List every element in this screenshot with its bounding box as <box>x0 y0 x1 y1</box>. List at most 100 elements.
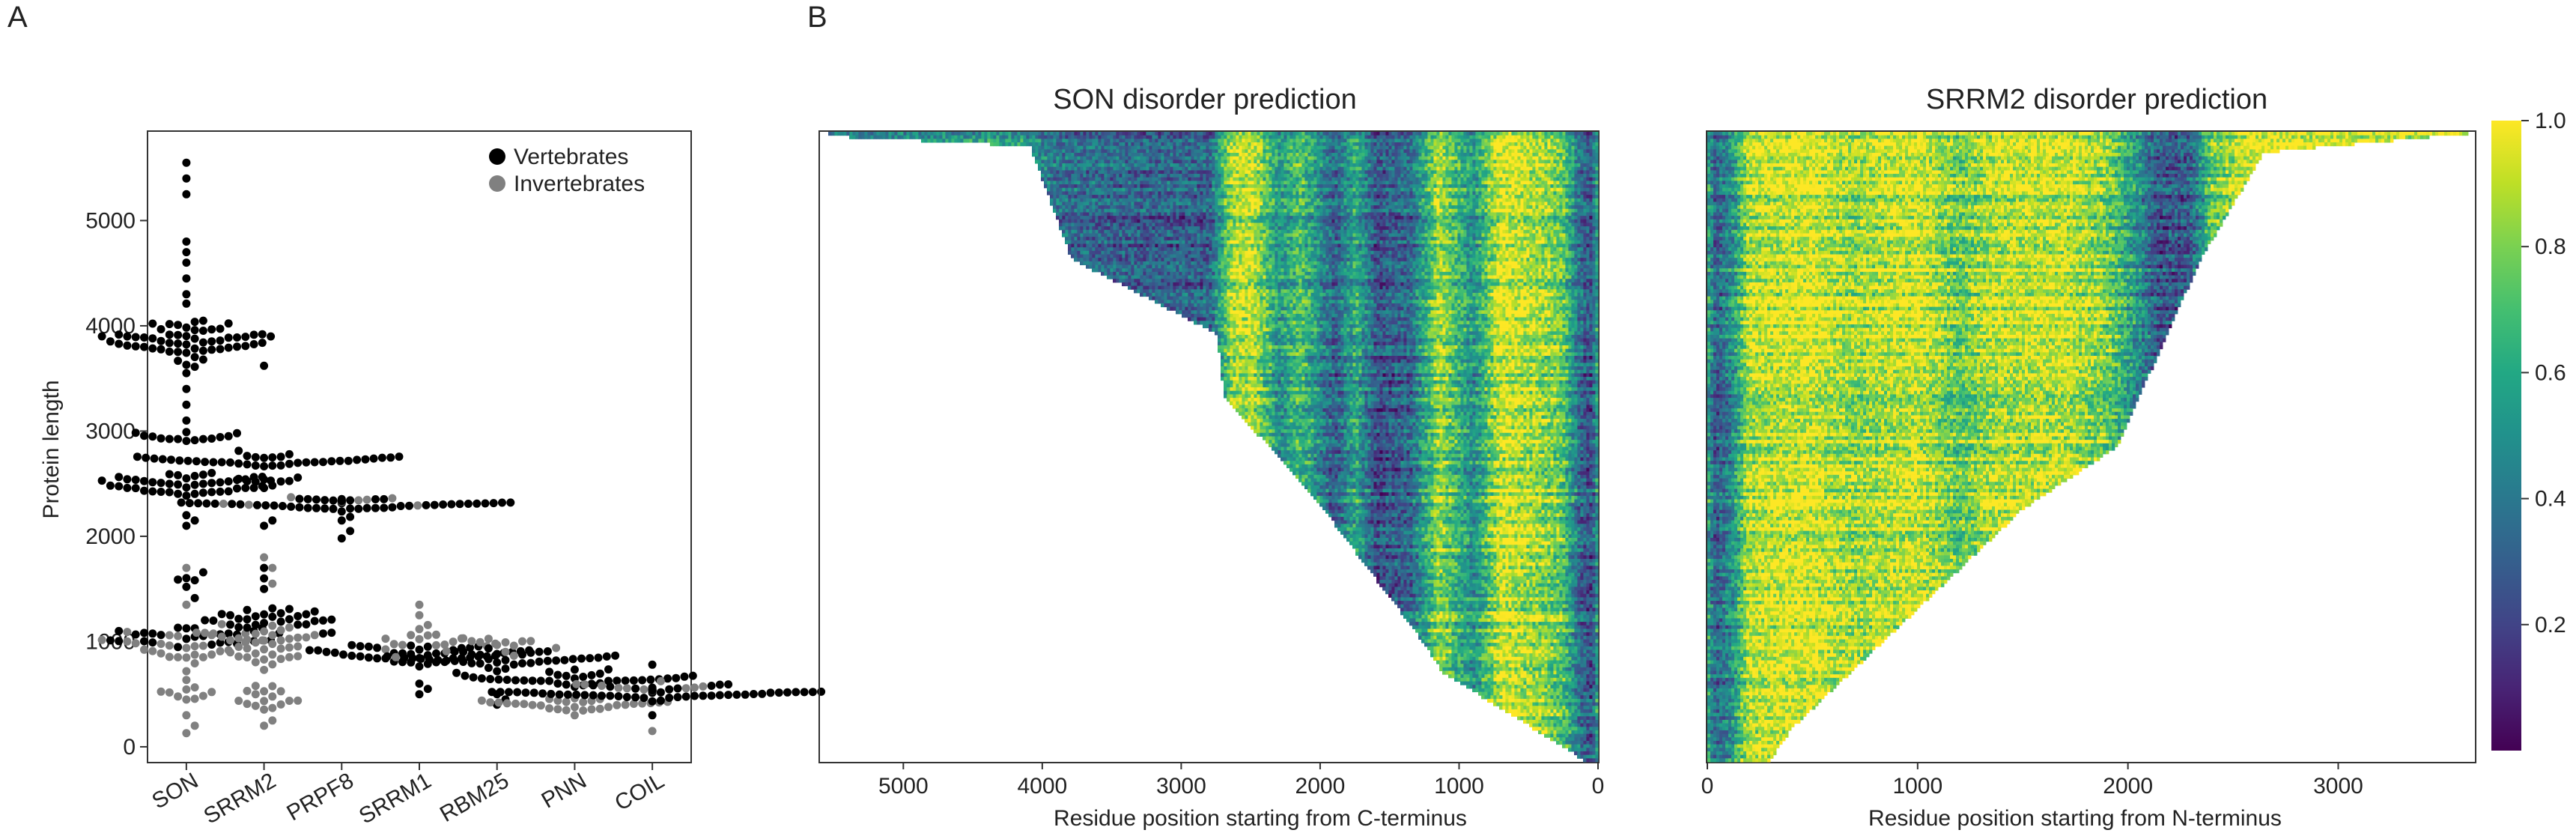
swarm-point <box>157 434 165 443</box>
heatmap-cell <box>1391 146 1394 150</box>
heatmap-cell <box>1212 170 1215 174</box>
heatmap-cell <box>1182 136 1185 139</box>
heatmap-cell <box>876 132 879 136</box>
swarm-point <box>321 504 329 512</box>
heatmap-cell <box>1134 136 1137 139</box>
heatmap-cell <box>1478 136 1481 139</box>
heatmap-cell <box>1053 181 1056 184</box>
swarm-point <box>277 452 285 461</box>
heatmap-cell <box>837 132 840 136</box>
heatmap-cell <box>1089 160 1092 163</box>
heatmap-cell <box>1508 178 1511 181</box>
heatmap-cell <box>1113 170 1116 174</box>
heatmap-cell <box>1556 149 1559 153</box>
heatmap-cell <box>1080 184 1083 188</box>
heatmap-cell <box>1143 188 1146 192</box>
heatmap-cell <box>1553 167 1556 171</box>
heatmap-cell <box>1442 174 1445 178</box>
heatmap-cell <box>1397 163 1400 167</box>
heatmap-cell <box>1140 188 1143 192</box>
heatmap-cell <box>1493 136 1496 139</box>
heatmap-cell <box>1550 132 1553 136</box>
heatmap-cell <box>1415 142 1418 146</box>
heatmap-cell <box>1017 132 1020 136</box>
legend: Vertebrates Invertebrates <box>489 145 645 196</box>
heatmap-cell <box>1131 188 1134 192</box>
heatmap-cell <box>1272 195 1275 199</box>
heatmap-cell <box>1397 160 1400 163</box>
heatmap-cell <box>1295 178 1298 181</box>
heatmap-cell <box>1577 136 1580 139</box>
heatmap-cell <box>993 132 996 136</box>
heatmap-cell <box>1487 191 1490 195</box>
heatmap-cell <box>1119 167 1122 171</box>
swarm-point <box>233 342 241 351</box>
heatmap-cell <box>1239 178 1242 181</box>
heatmap-cell <box>1298 142 1301 146</box>
heatmap-cell <box>1538 181 1541 184</box>
heatmap-cell <box>1466 184 1469 188</box>
heatmap-cell <box>1176 136 1179 139</box>
heatmap-cell <box>1319 170 1322 174</box>
heatmap-cell <box>1586 178 1589 181</box>
heatmap-cell <box>1505 170 1508 174</box>
swarm-point <box>182 401 190 409</box>
heatmap-cell <box>1050 167 1053 171</box>
heatmap-cell <box>1307 167 1310 171</box>
heatmap-cell <box>1128 167 1131 171</box>
heatmap-cell <box>1041 139 1044 142</box>
heatmap-cell <box>921 139 924 142</box>
heatmap-cell <box>1158 174 1161 178</box>
heatmap-cell <box>1287 178 1289 181</box>
heatmap-cell <box>1556 184 1559 188</box>
heatmap-cell <box>1559 181 1562 184</box>
swarm-point <box>277 636 285 644</box>
heatmap-cell <box>1149 139 1152 142</box>
heatmap-cell <box>1101 157 1104 160</box>
heatmap-cell <box>1484 174 1487 178</box>
heatmap-cell <box>1269 139 1272 142</box>
heatmap-cell <box>1254 132 1257 136</box>
heatmap-cell <box>1382 157 1385 160</box>
heatmap-cell <box>1032 149 1035 153</box>
heatmap-cell <box>1128 142 1131 146</box>
heatmap-cell <box>1406 132 1409 136</box>
heatmap-cell <box>1098 178 1101 181</box>
heatmap-cell <box>1430 153 1433 157</box>
heatmap-cell <box>1292 153 1295 157</box>
swarm-point <box>260 484 268 492</box>
heatmap-cell <box>1125 132 1128 136</box>
heatmap-cell <box>1328 142 1331 146</box>
heatmap-cell <box>1149 136 1152 139</box>
heatmap-cell <box>1382 163 1385 167</box>
heatmap-cell <box>1370 174 1373 178</box>
heatmap-cell <box>1089 191 1092 195</box>
heatmap-cell <box>1077 181 1080 184</box>
heatmap-cell <box>1427 181 1430 184</box>
heatmap-cell <box>1556 191 1559 195</box>
heatmap-cell <box>1331 146 1334 150</box>
heatmap-cell <box>1358 139 1361 142</box>
heatmap-cell <box>1080 139 1083 142</box>
heatmap-cell <box>1203 139 1206 142</box>
heatmap-cell <box>1592 149 1595 153</box>
heatmap-cell <box>1592 195 1595 199</box>
swarm-point <box>268 716 276 724</box>
heatmap-cell <box>1364 181 1367 184</box>
heatmap-cell <box>1421 149 1424 153</box>
swarm-point <box>708 691 716 700</box>
heatmap-cell <box>1319 191 1322 195</box>
swarm-point <box>560 656 568 664</box>
heatmap-cell <box>1227 167 1230 171</box>
heatmap-cell <box>1301 157 1304 160</box>
heatmap-cell <box>1520 167 1523 171</box>
heatmap-cell <box>1086 170 1089 174</box>
heatmap-cell <box>1227 142 1230 146</box>
heatmap-cell <box>1307 188 1310 192</box>
heatmap-cell <box>1475 163 1478 167</box>
swarm-point <box>277 609 285 617</box>
heatmap-cell <box>1188 153 1191 157</box>
heatmap-cell <box>1137 195 1140 199</box>
heatmap-cell <box>1370 153 1373 157</box>
heatmap-cell <box>1215 132 1218 136</box>
